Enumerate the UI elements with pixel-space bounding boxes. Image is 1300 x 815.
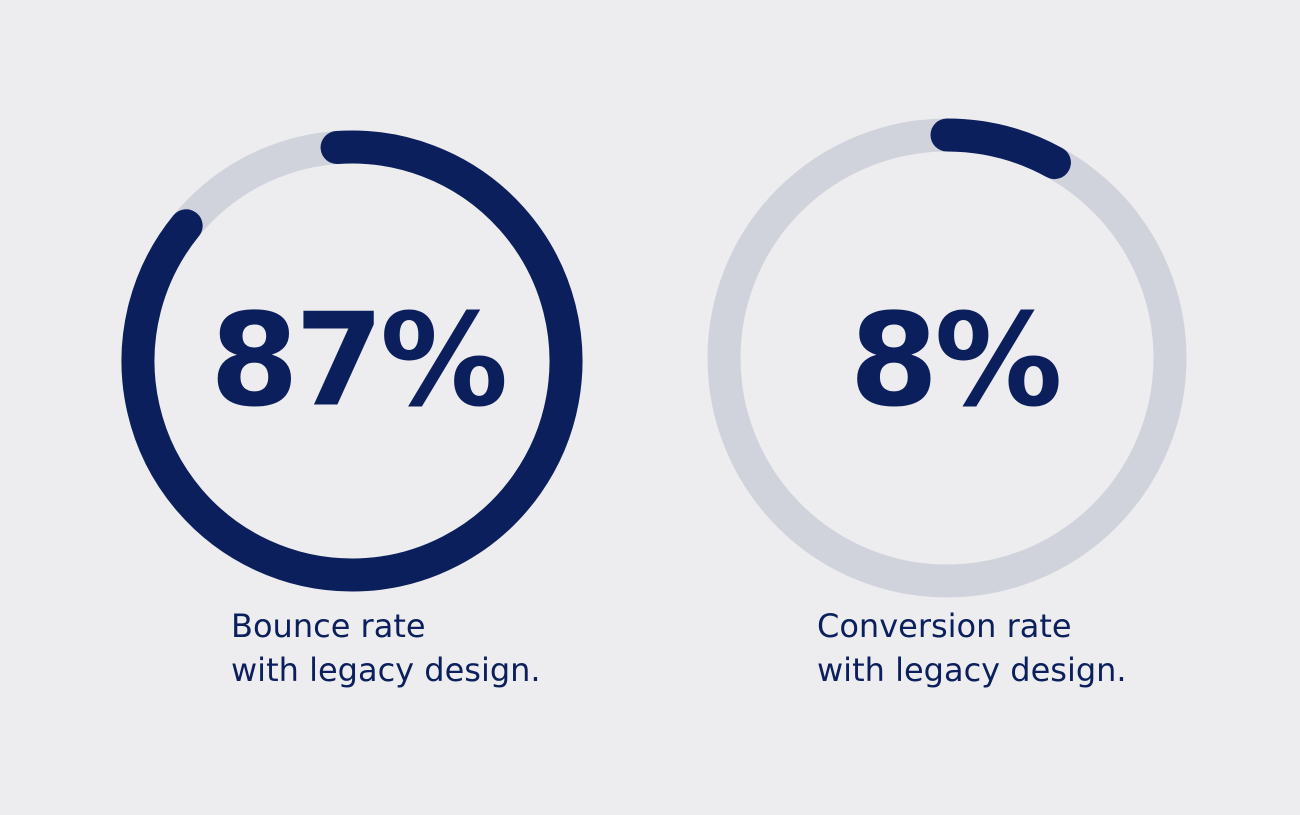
percent-label-conversion: 8% [849, 287, 1059, 436]
caption-bounce-rate: Bounce rate with legacy design. [231, 604, 541, 692]
percent-label-bounce: 87% [210, 287, 505, 436]
caption-line-2: with legacy design. [817, 651, 1127, 689]
caption-conversion-rate: Conversion rate with legacy design. [817, 604, 1127, 692]
caption-line-1: Bounce rate [231, 607, 426, 645]
donut-chart-conversion-rate: 8% [707, 118, 1187, 598]
caption-line-1: Conversion rate [817, 607, 1072, 645]
caption-line-2: with legacy design. [231, 651, 541, 689]
ring-progress-bounce [121, 130, 583, 592]
donut-chart-bounce-rate: 87% [121, 130, 583, 592]
ring-progress-conversion [930, 118, 1071, 180]
